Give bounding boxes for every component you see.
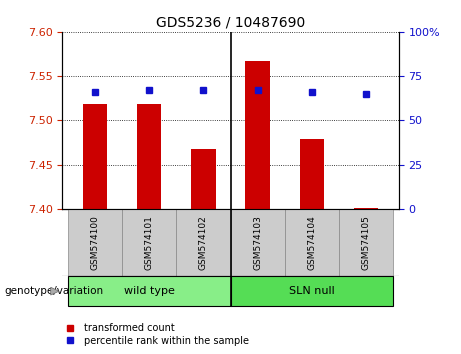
Text: GSM574103: GSM574103 [253,215,262,270]
Polygon shape [51,287,59,295]
Bar [68,276,230,306]
Text: wild type: wild type [124,286,175,296]
Text: genotype/variation: genotype/variation [5,286,104,296]
Bar [339,209,393,276]
Bar [122,209,176,276]
Text: GSM574101: GSM574101 [145,215,154,270]
Bar [354,208,378,209]
Text: SLN null: SLN null [289,286,335,296]
Bar [137,103,161,209]
Bar [68,209,122,276]
Bar [300,139,324,209]
Text: GSM574105: GSM574105 [362,215,371,270]
Title: GDS5236 / 10487690: GDS5236 / 10487690 [156,15,305,29]
Bar [83,103,107,209]
Legend: transformed count, percentile rank within the sample: transformed count, percentile rank withi… [60,323,248,346]
Text: GSM574100: GSM574100 [90,215,99,270]
Bar [230,209,285,276]
Bar [176,209,230,276]
Bar [285,209,339,276]
Text: GSM574104: GSM574104 [307,215,316,270]
Text: GSM574102: GSM574102 [199,215,208,270]
Bar [230,276,393,306]
Bar [245,61,270,209]
Bar [191,149,216,209]
